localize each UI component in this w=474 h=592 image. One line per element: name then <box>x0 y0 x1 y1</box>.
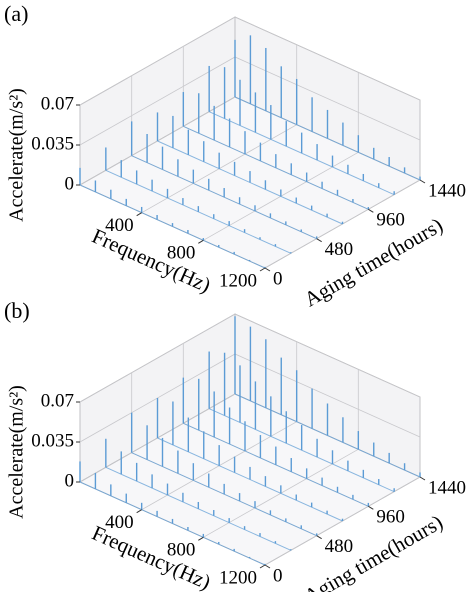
y-tick <box>264 564 271 569</box>
x-tick-label: 800 <box>167 540 196 561</box>
y-tick-label: 0 <box>273 268 283 289</box>
y-tick <box>368 505 374 510</box>
y-tick <box>316 238 322 243</box>
x-tick-label: 1200 <box>219 270 257 291</box>
x-tick-label: 800 <box>167 243 196 264</box>
y-tick <box>368 208 374 213</box>
x-tick-label: 400 <box>105 512 134 533</box>
z-tick-label: 0 <box>65 173 75 194</box>
x-tick-label: 1200 <box>219 567 257 588</box>
y-tick-label: 960 <box>376 507 405 528</box>
y-tick-label: 480 <box>325 239 354 260</box>
x-tick <box>259 267 266 272</box>
x-tick <box>136 212 142 217</box>
z-axis-label: Accelerate(m/s²) <box>6 385 28 519</box>
y-tick-label: 1440 <box>428 180 466 201</box>
x-tick-label: 400 <box>105 215 134 236</box>
x-tick <box>259 564 266 569</box>
y-tick <box>419 179 426 184</box>
y-tick-label: 960 <box>376 210 405 231</box>
y-tick <box>419 476 426 481</box>
z-tick-label: 0.07 <box>41 93 74 114</box>
y-tick-label: 480 <box>325 536 354 557</box>
x-tick <box>198 239 204 244</box>
z-tick-label: 0 <box>65 470 75 491</box>
x-tick <box>136 509 142 514</box>
y-tick-label: 0 <box>273 565 283 586</box>
x-tick <box>198 536 204 541</box>
y-tick-label: 1440 <box>428 477 466 498</box>
y-tick <box>264 267 271 272</box>
panel-label: (a) <box>4 1 28 26</box>
z-tick-label: 0.035 <box>31 133 74 154</box>
panel-label: (b) <box>4 298 30 323</box>
z-tick-label: 0.035 <box>31 430 74 451</box>
z-tick-label: 0.07 <box>41 390 74 411</box>
y-tick <box>316 535 322 540</box>
z-axis-label: Accelerate(m/s²) <box>6 88 28 222</box>
